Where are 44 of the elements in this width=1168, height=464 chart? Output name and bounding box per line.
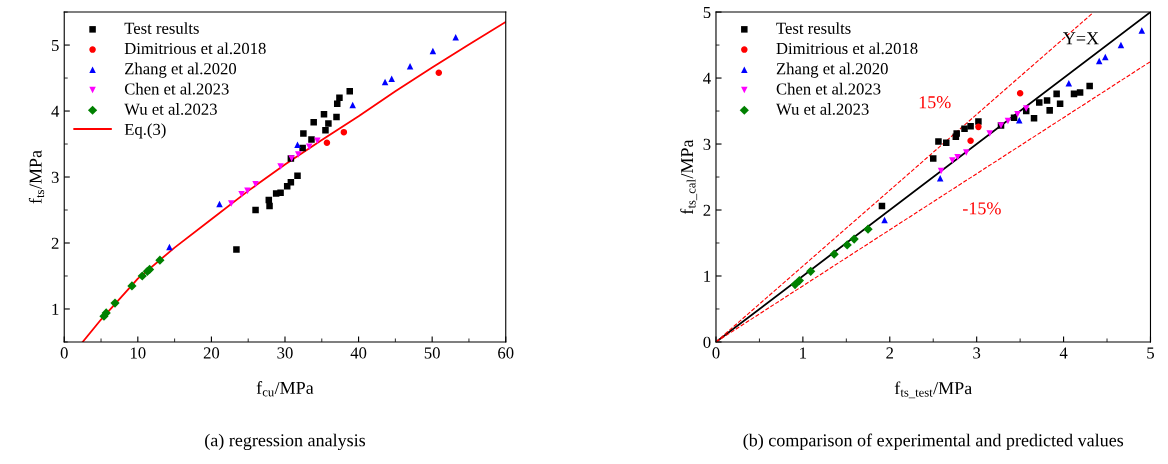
text: (b) comparison of experimental and predicted values: [743, 433, 1124, 451]
x-tick-label: 4: [1059, 347, 1068, 359]
legend-label: Zhang et al.2020: [125, 62, 237, 78]
y-axis-title: f$_{ts_cal}$/MPa: [680, 139, 698, 215]
legend-label: Eq.(3): [124, 123, 166, 139]
legend-label: Chen et al.2023: [124, 82, 229, 95]
x-axis-title: f$_{ts_test}$/MPa: [894, 381, 972, 399]
x-tick-label: 0: [712, 347, 720, 359]
y-axis-title: f$_{ts}$/MPa: [28, 150, 45, 204]
y-tick-label: 3: [51, 171, 59, 183]
y-tick-label: 1: [704, 270, 711, 282]
x-axis-title: f$_{cu}$/MPa: [256, 381, 314, 397]
legend-label: Test results: [124, 22, 199, 34]
series-label: Y=X: [1063, 32, 1099, 45]
legend-label: Test results: [776, 22, 851, 34]
y-tick-label: 1: [52, 303, 59, 315]
text: (a) regression analysis: [205, 433, 366, 451]
x-tick-label: 1: [800, 347, 807, 359]
x-tick-label: 20: [203, 347, 220, 359]
legend-label: Zhang et al.2020: [776, 62, 888, 78]
x-tick-label: 40: [350, 347, 367, 359]
series-label: 15%: [919, 96, 951, 109]
x-tick-label: 10: [130, 347, 146, 359]
y-tick-label: 4: [703, 72, 711, 84]
y-tick-label: 3: [703, 138, 711, 150]
x-tick-label: 50: [424, 347, 440, 359]
legend-label: Wu et al.2023: [124, 103, 217, 115]
y-tick-label: 5: [52, 39, 59, 51]
x-tick-label: 30: [277, 347, 293, 359]
x-tick-label: 5: [1147, 347, 1154, 359]
legend-label: Chen et al.2023: [776, 82, 881, 95]
x-tick-label: 3: [973, 347, 981, 359]
y-tick-label: 0: [703, 336, 711, 348]
legend-label: Dimitrious et al.2018: [776, 42, 918, 55]
y-tick-label: 5: [703, 6, 711, 19]
y-tick-label: 2: [51, 237, 59, 249]
legend-label: Dimitrious et al.2018: [124, 42, 266, 55]
y-tick-label: 4: [51, 105, 60, 117]
series-label: -15%: [963, 202, 1001, 215]
legend-label: Wu et al.2023: [776, 103, 869, 115]
x-tick-label: 60: [498, 347, 514, 359]
y-tick-label: 2: [703, 204, 711, 216]
x-tick-label: 2: [886, 347, 894, 359]
x-tick-label: 0: [60, 347, 68, 359]
